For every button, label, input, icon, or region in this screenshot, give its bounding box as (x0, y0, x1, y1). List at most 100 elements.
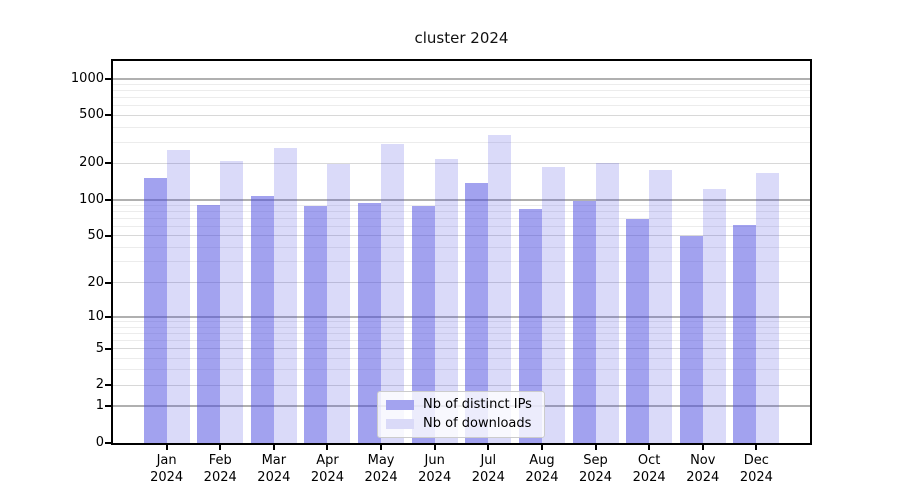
bar-downloads (488, 135, 512, 443)
gridline-minor (113, 369, 810, 371)
plot-area: Nb of distinct IPs Nb of downloads (111, 59, 812, 445)
y-tick-mark (105, 384, 113, 387)
gridline-minor (113, 126, 810, 128)
x-tick-label: Dec 2024 (739, 453, 773, 485)
gridline-labeled (113, 114, 810, 116)
bar-distinct-ips (465, 182, 489, 443)
gridline-major (113, 77, 810, 80)
y-tick-label: 500 (79, 107, 104, 123)
bar-distinct-ips (411, 205, 435, 443)
x-tick-mark (272, 443, 275, 450)
x-tick-label: Aug 2024 (525, 453, 559, 485)
y-tick-label: 1000 (70, 70, 104, 86)
bar-downloads (166, 149, 190, 443)
gridline-minor (113, 246, 810, 248)
bar-downloads (595, 162, 619, 443)
y-tick-label: 200 (79, 155, 104, 171)
bar-distinct-ips (572, 200, 596, 443)
gridline-minor (113, 332, 810, 334)
legend-swatch-downloads-icon (386, 419, 414, 429)
bar-distinct-ips (304, 206, 328, 443)
x-tick-label: Sep 2024 (578, 453, 613, 485)
x-tick-mark (648, 443, 651, 450)
x-tick-mark (701, 443, 704, 450)
chart-title: cluster 2024 (414, 29, 509, 47)
y-tick-mark (105, 77, 113, 80)
bar-downloads (434, 159, 458, 443)
bar-downloads (702, 189, 726, 443)
y-tick-label: 1 (95, 398, 104, 414)
y-tick-mark (105, 347, 113, 350)
x-tick-mark (433, 443, 436, 450)
gridline-labeled (113, 348, 810, 350)
gridline-major (113, 198, 810, 201)
legend-label-downloads: Nb of downloads (423, 416, 532, 431)
y-tick-label: 20 (87, 274, 104, 290)
bar-downloads (541, 167, 565, 443)
x-tick-label: Mar 2024 (257, 453, 291, 485)
y-tick-mark (105, 114, 113, 117)
x-tick-label: Jul 2024 (471, 453, 505, 485)
y-tick-mark (105, 281, 113, 284)
y-tick-label: 5 (95, 340, 104, 356)
gridline-minor (113, 326, 810, 328)
bar-distinct-ips (626, 219, 650, 443)
bar-distinct-ips (679, 235, 703, 443)
y-tick-label: 2 (95, 377, 104, 393)
x-tick-label: Apr 2024 (310, 453, 344, 485)
x-tick-mark (219, 443, 222, 450)
x-tick-mark (326, 443, 329, 450)
x-tick-mark (540, 443, 543, 450)
x-tick-mark (755, 443, 758, 450)
bar-distinct-ips (518, 208, 542, 443)
y-tick-label: 10 (87, 308, 104, 324)
gridline-major (113, 315, 810, 318)
x-tick-mark (487, 443, 490, 450)
x-tick-label: Jun 2024 (418, 453, 452, 485)
bar-distinct-ips (250, 196, 274, 443)
y-tick-mark (105, 198, 113, 201)
gridline-labeled (113, 162, 810, 164)
bar-downloads (381, 144, 405, 443)
legend-swatch-ips-icon (386, 400, 414, 410)
gridline-minor (113, 83, 810, 85)
gridline-minor (113, 210, 810, 212)
gridline-minor (113, 339, 810, 341)
gridline-minor (113, 225, 810, 227)
bar-downloads (756, 172, 780, 443)
gridline-minor (113, 217, 810, 219)
y-tick-mark (105, 442, 113, 444)
bar-distinct-ips (197, 205, 221, 443)
gridline-minor (113, 204, 810, 206)
bar-downloads (273, 148, 297, 443)
gridline-labeled (113, 282, 810, 283)
bar-downloads (327, 163, 351, 443)
bar-downloads (220, 160, 244, 443)
y-tick-mark (105, 315, 113, 318)
gridline-minor (113, 357, 810, 359)
bar-downloads (649, 170, 673, 443)
x-tick-label: Feb 2024 (203, 453, 237, 485)
legend-item-downloads: Nb of downloads (386, 417, 532, 431)
bar-distinct-ips (358, 202, 382, 443)
y-tick-mark (105, 162, 113, 165)
x-tick-mark (380, 443, 383, 450)
gridline-minor (113, 105, 810, 107)
y-tick-mark (105, 234, 113, 237)
gridline-labeled (113, 235, 810, 237)
legend: Nb of distinct IPs Nb of downloads (377, 391, 545, 438)
gridline-labeled (113, 384, 810, 386)
gridline-minor (113, 261, 810, 263)
bar-distinct-ips (733, 225, 757, 443)
legend-label-ips: Nb of distinct IPs (423, 397, 532, 412)
x-tick-mark (594, 443, 597, 450)
x-tick-label: Oct 2024 (632, 453, 666, 485)
y-tick-label: 50 (87, 227, 104, 243)
y-tick-label: 0 (95, 435, 104, 450)
x-tick-label: Nov 2024 (686, 453, 720, 485)
gridline-minor (113, 97, 810, 99)
bar-distinct-ips (143, 177, 167, 443)
y-tick-mark (105, 405, 113, 408)
y-tick-label: 100 (79, 191, 104, 207)
